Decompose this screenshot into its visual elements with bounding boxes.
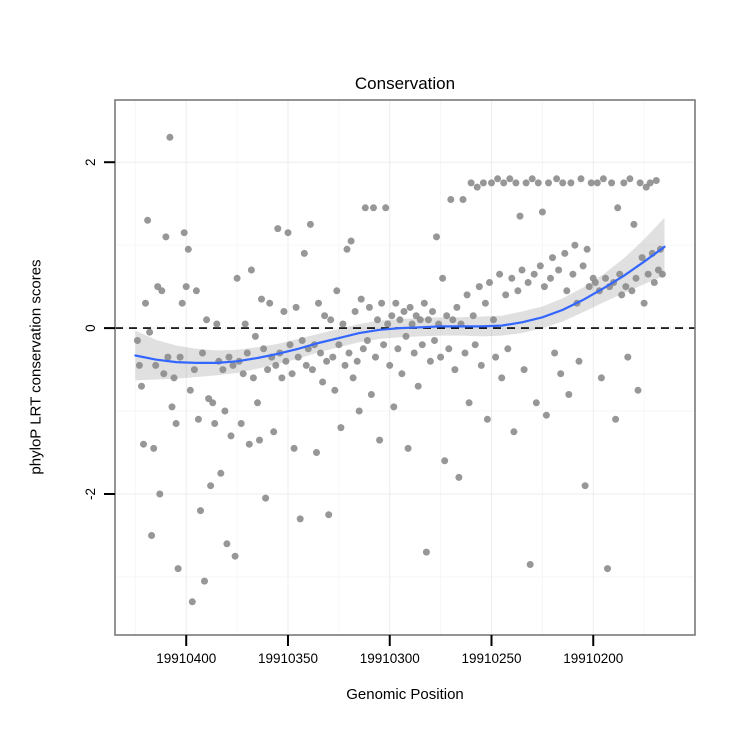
x-tick-label: 19910200 bbox=[563, 651, 623, 666]
y-tick-label: -2 bbox=[83, 488, 98, 500]
axes: 19910400 19910350 19910300 19910250 19910200… bbox=[83, 158, 623, 666]
x-tick-label: 19910350 bbox=[258, 651, 318, 666]
chart-title: Conservation bbox=[354, 74, 456, 93]
panel-border bbox=[114, 99, 696, 636]
y-tick-label: 2 bbox=[83, 158, 98, 166]
x-tick-label: 19910250 bbox=[461, 651, 521, 666]
gridlines bbox=[115, 100, 695, 635]
y-axis-label: phyloP LRT conservation scores bbox=[27, 259, 45, 475]
smooth-line bbox=[134, 245, 666, 364]
plot-panel bbox=[115, 100, 695, 635]
x-tick-label: 19910300 bbox=[360, 651, 420, 666]
y-tick-label: 0 bbox=[83, 324, 98, 332]
x-axis-label: Genomic Position bbox=[346, 686, 464, 703]
x-tick-label: 19910400 bbox=[156, 651, 216, 666]
confidence-band bbox=[135, 217, 665, 381]
scatter-points bbox=[133, 133, 666, 606]
